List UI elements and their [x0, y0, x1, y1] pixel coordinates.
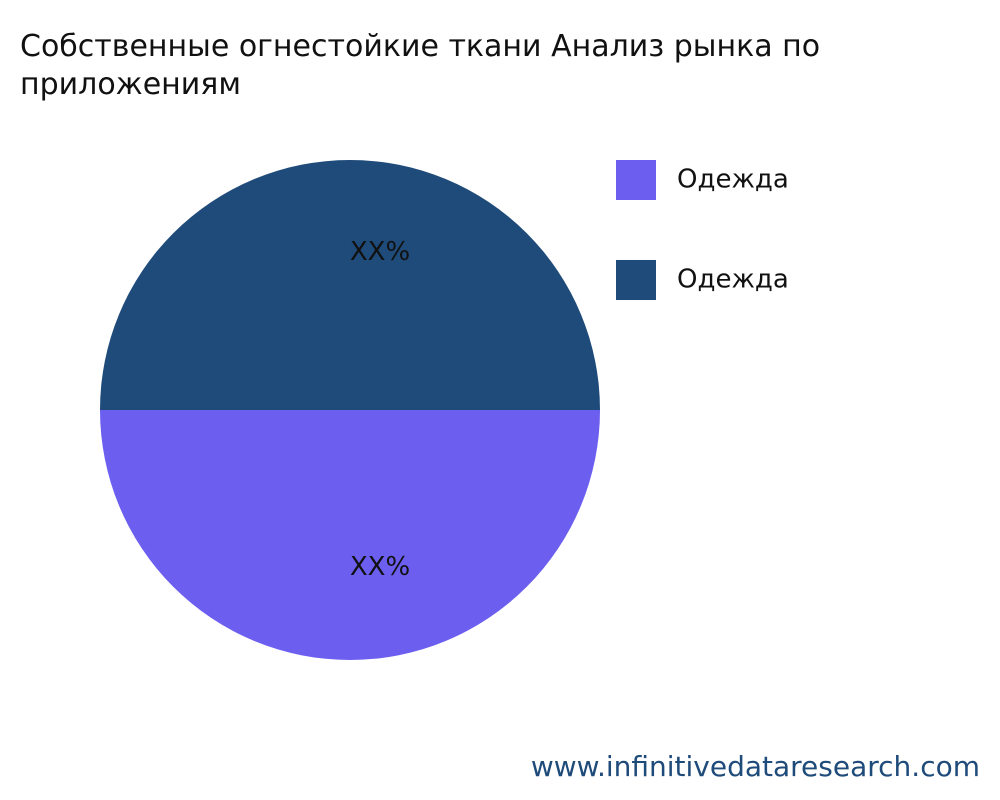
legend-label: Одежда — [677, 165, 789, 195]
chart-title: Собственные огнестойкие ткани Анализ рын… — [20, 29, 821, 102]
chart: XX% XX% Одежда Одежда — [100, 160, 789, 660]
pie-slice — [100, 160, 600, 410]
pie-slice — [100, 410, 600, 660]
footer-url: www.infinitivedataresearch.com — [530, 750, 980, 783]
legend-swatch — [616, 160, 656, 200]
slice-label: XX% — [350, 552, 410, 582]
legend-swatch — [616, 260, 656, 300]
slice-label: XX% — [350, 237, 410, 267]
legend-label: Одежда — [677, 265, 789, 295]
